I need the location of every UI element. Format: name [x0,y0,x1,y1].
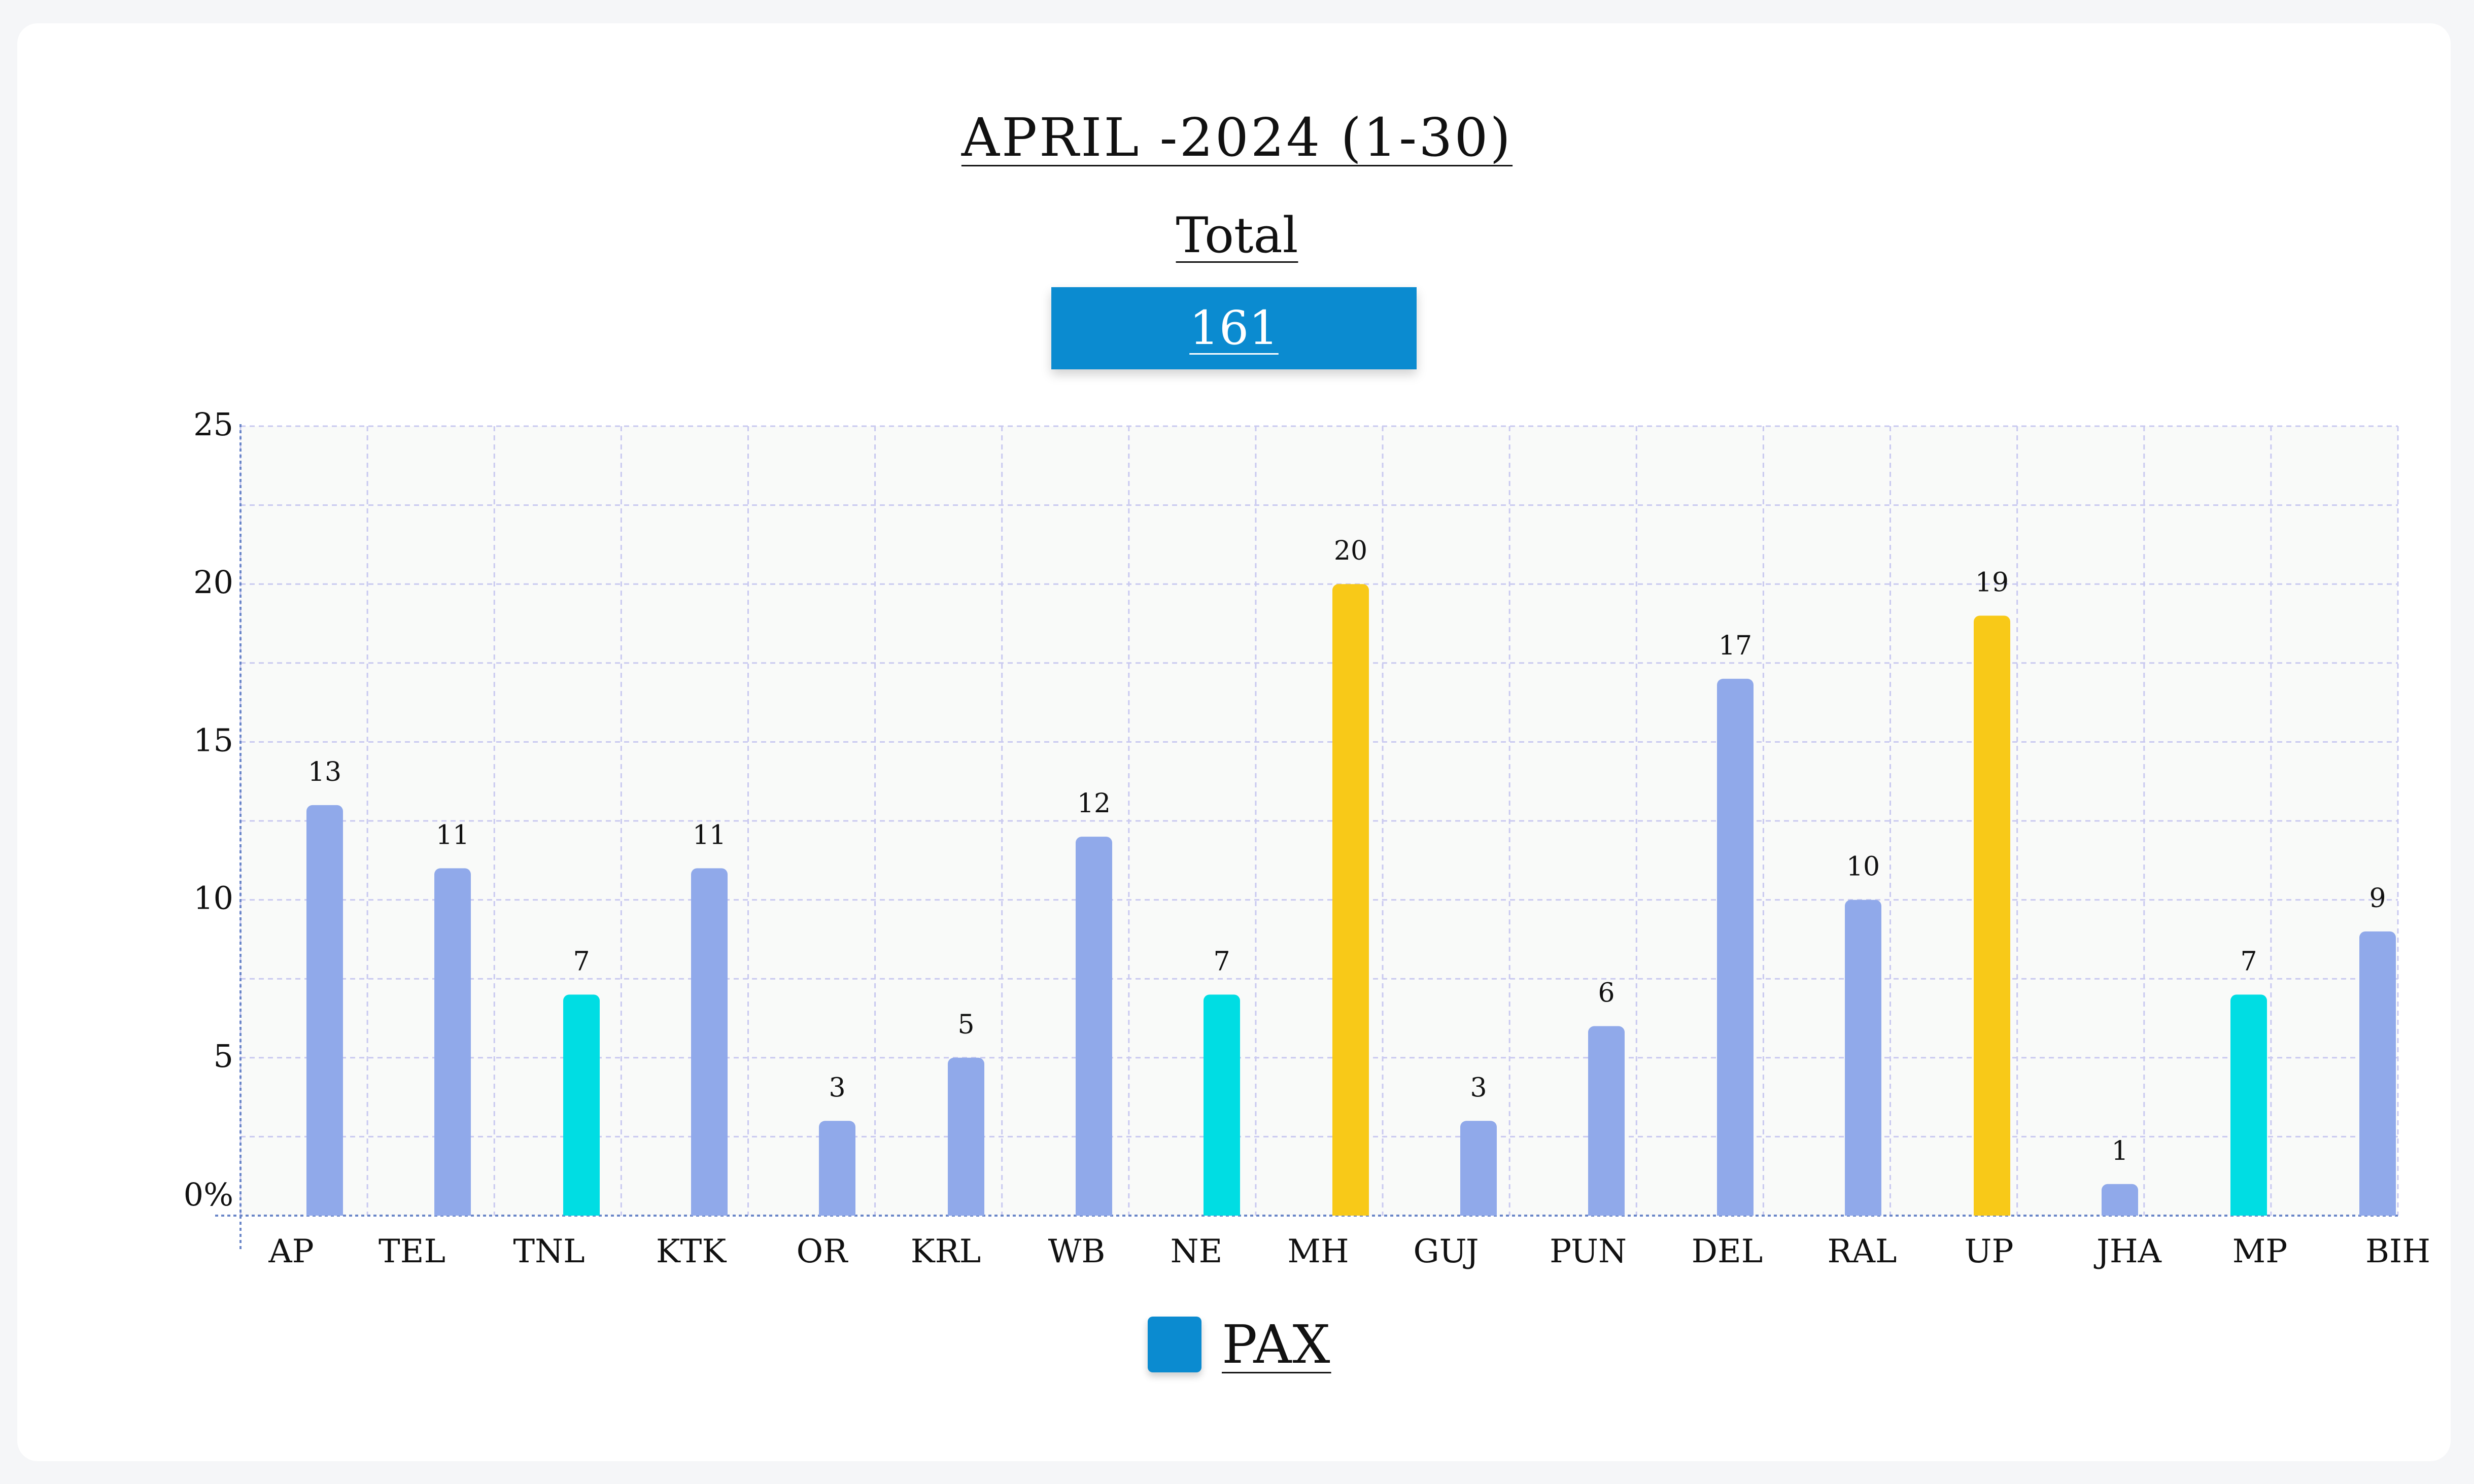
data-label-wb: 12 [1077,788,1111,819]
bar-base-or [819,1209,855,1216]
data-label-guj: 3 [1470,1073,1487,1103]
data-label-mh: 20 [1334,536,1367,566]
chart-title: APRIL -2024 (1-30) [961,107,1513,168]
bar-wb [1076,837,1112,1216]
bar-base-up [1974,1209,2010,1216]
x-tick-label-wb: WB [1048,1233,1106,1270]
data-label-tnl: 7 [573,946,590,977]
bar-base-wb [1076,1209,1112,1216]
data-label-or: 3 [829,1073,845,1103]
y-tick-label: 5 [214,1038,233,1075]
x-tick-label-ktk: KTK [656,1233,727,1270]
x-tick-label-up: UP [1965,1233,2014,1270]
bar-base-bih [2359,1209,2396,1216]
bar-base-guj [1460,1209,1497,1216]
bar-krl [948,1057,984,1216]
bar-pun [1588,1026,1625,1216]
bar-jha [2102,1184,2138,1216]
x-tick-label-bih: BIH [2365,1233,2430,1270]
bar-base-ne [1204,1209,1240,1216]
bar-ne [1204,994,1240,1216]
data-label-del: 17 [1719,631,1752,661]
bar-bih [2359,931,2396,1216]
y-tick-label: 0% [184,1176,233,1213]
bar-base-del [1717,1209,1754,1216]
x-tick-label-or: OR [797,1233,848,1270]
bar-base-pun [1588,1209,1625,1216]
data-label-ktk: 11 [693,820,726,850]
x-tick-label-tnl: TNL [513,1233,585,1270]
x-tick-label-krl: KRL [911,1233,981,1270]
x-tick-label-del: DEL [1692,1233,1763,1270]
bar-mh [1332,584,1369,1216]
bar-base-mp [2230,1209,2267,1216]
legend-swatch [1148,1317,1201,1372]
bar-del [1717,678,1754,1216]
bar-base-ap [306,1209,343,1216]
data-label-jha: 1 [2111,1136,2128,1166]
total-value: 161 [1189,301,1279,355]
bar-up [1974,615,2010,1216]
data-label-ne: 7 [1213,946,1230,977]
bar-base-ral [1845,1209,1881,1216]
x-tick-label-mh: MH [1287,1233,1349,1270]
x-tick-label-jha: JHA [2093,1233,2161,1270]
bar-base-mh [1332,1209,1369,1216]
data-label-up: 19 [1975,567,2009,598]
x-tick-label-guj: GUJ [1414,1233,1479,1270]
data-label-mp: 7 [2240,946,2257,977]
bar-mp [2230,994,2267,1216]
x-tick-label-mp: MP [2232,1233,2288,1270]
data-label-krl: 5 [957,1010,974,1040]
bar-base-tel [434,1209,471,1216]
data-label-ral: 10 [1846,852,1880,882]
bar-ktk [691,868,728,1216]
bar-or [819,1121,855,1216]
x-tick-label-ap: AP [268,1233,314,1270]
chart-subtitle: Total [1176,207,1298,264]
bar-tnl [563,994,600,1216]
total-value-box: 161 [1051,287,1417,369]
bar-tel [434,868,471,1216]
legend-label: PAX [1222,1314,1331,1375]
bar-ral [1845,900,1881,1216]
y-tick-label: 20 [193,564,233,601]
x-tick-label-tel: TEL [379,1233,445,1270]
chart-legend[interactable]: PAX [1148,1314,1331,1375]
y-tick-label: 25 [193,406,233,443]
bar-base-tnl [563,1209,600,1216]
bar-base-jha [2102,1209,2138,1216]
data-label-tel: 11 [436,820,469,850]
bar-ap [306,805,343,1216]
bar-base-ktk [691,1209,728,1216]
x-tick-label-ne: NE [1171,1233,1223,1270]
bar-guj [1460,1121,1497,1216]
bar-base-krl [948,1209,984,1216]
data-label-bih: 9 [2369,883,2386,914]
y-tick-label: 15 [193,721,233,758]
data-label-ap: 13 [308,757,341,787]
x-tick-label-ral: RAL [1828,1233,1897,1270]
y-tick-label: 10 [193,880,233,917]
data-label-pun: 6 [1598,978,1614,1009]
x-tick-label-pun: PUN [1550,1233,1627,1270]
